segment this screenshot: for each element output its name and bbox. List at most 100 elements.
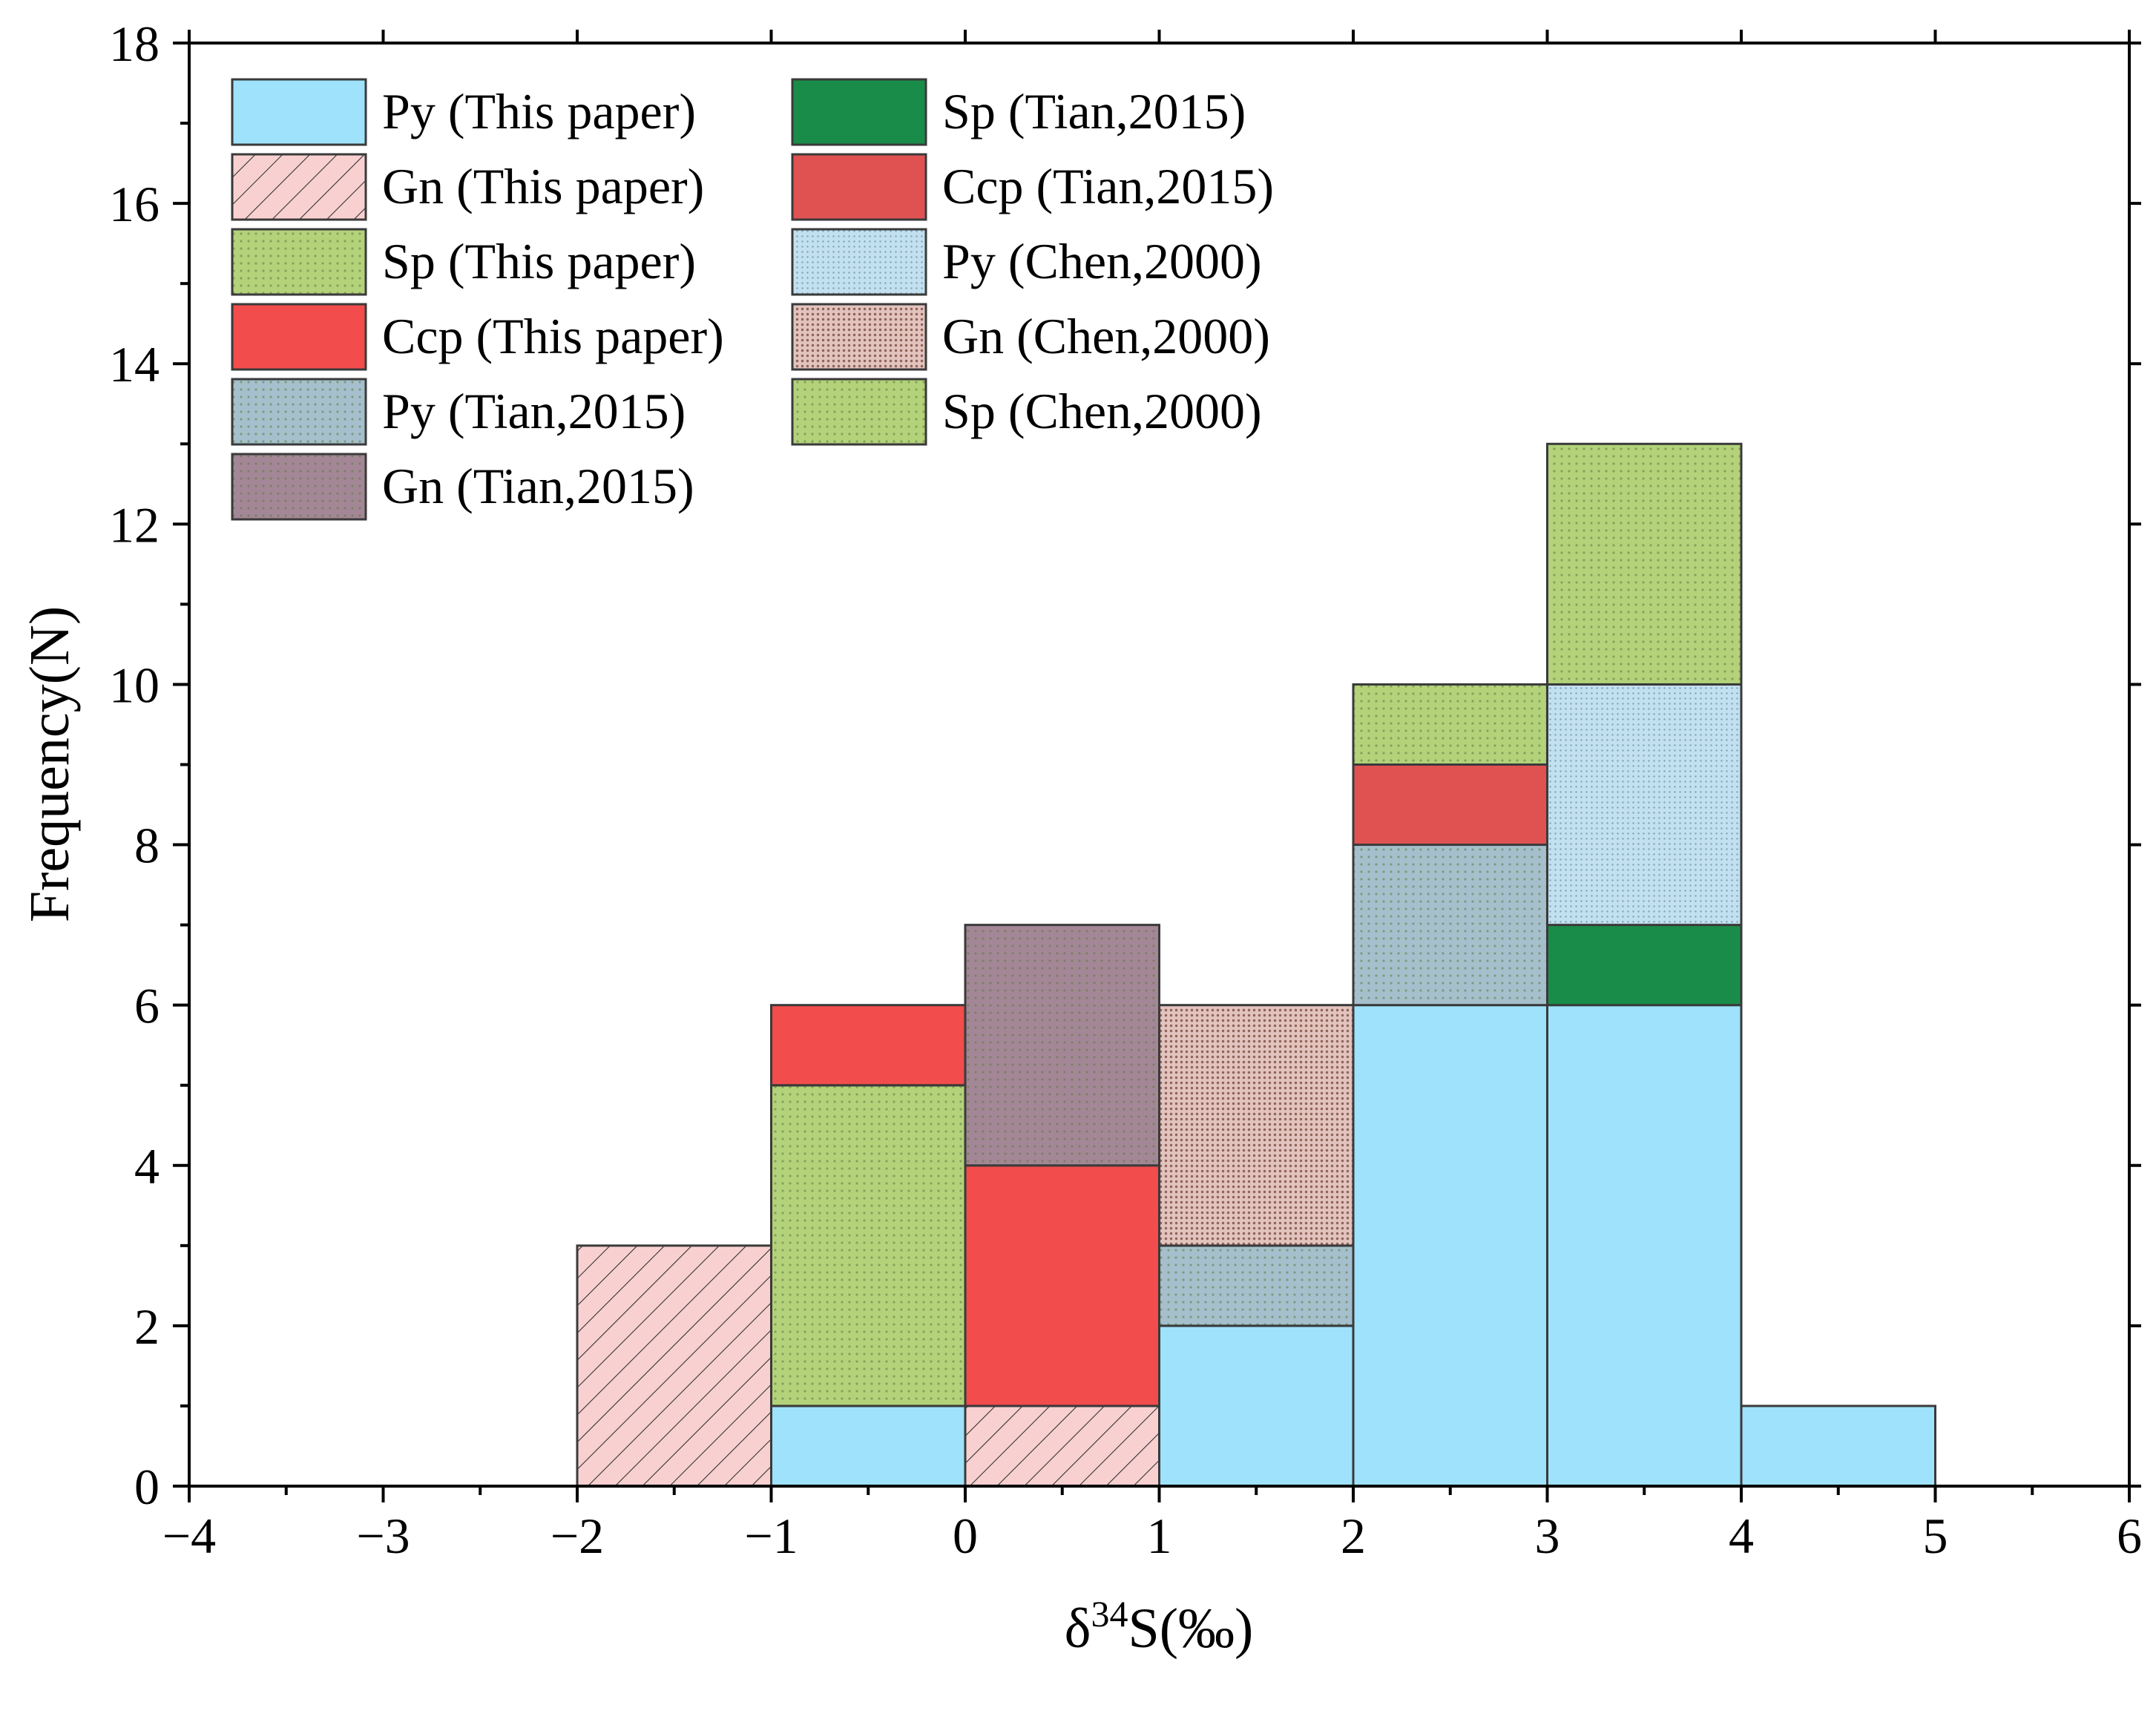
bar-py-tian-2015-bin-3-pattern [1159, 1245, 1353, 1326]
y-tick-label: 8 [134, 818, 160, 874]
legend-swatch-gn-chen-2000-pattern [792, 304, 926, 369]
bar-ccp-this-paper-bin-1 [770, 1004, 967, 1087]
legend-swatch-py-tian-2015-outline [231, 378, 367, 446]
legend-swatch-gn-tian-2015 [231, 453, 367, 521]
bar-ccp-tian-2015-bin-4 [1352, 763, 1548, 847]
legend-swatch-ccp-tian-2015-outline [791, 153, 927, 221]
bars-layer [576, 442, 1936, 1488]
x-tick-label: −4 [162, 1508, 216, 1564]
legend-swatch-py-chen-2000 [791, 228, 927, 296]
bar-gn-this-paper-bin-0 [576, 1244, 772, 1488]
bar-py-this-paper-bin-1 [770, 1405, 967, 1488]
y-tick-label: 6 [134, 978, 160, 1034]
legend-swatch-gn-this-paper [231, 153, 367, 221]
legend-label: Gn (Chen,2000) [942, 308, 1270, 364]
legend-label: Py (Chen,2000) [942, 233, 1262, 289]
bar-ccp-this-paper-bin-2-fill [965, 1165, 1160, 1406]
bar-gn-chen-2000-bin-3-pattern [1159, 1005, 1353, 1246]
y-tick-label: 16 [109, 176, 160, 232]
x-axis-title-superscript: 34 [1091, 1593, 1128, 1635]
legend-swatch-py-tian-2015-pattern [232, 379, 366, 444]
bar-py-this-paper-bin-3 [1158, 1324, 1355, 1488]
legend-swatch-py-chen-2000-outline [791, 228, 927, 296]
x-tick-label: 4 [1729, 1508, 1754, 1564]
x-axis-title: δ34S(‰) [1065, 1593, 1254, 1660]
legend-swatch-gn-tian-2015-outline [231, 453, 367, 521]
bar-gn-chen-2000-bin-3 [1158, 1004, 1355, 1247]
legend-swatch-sp-tian-2015 [791, 78, 927, 146]
legend-swatch-gn-this-paper-outline [231, 153, 367, 221]
bar-sp-tian-2015-bin-5 [1546, 924, 1743, 1007]
bar-gn-tian-2015-bin-2-pattern [965, 924, 1160, 1166]
bar-sp-chen-2000-bin-5 [1546, 442, 1743, 686]
legend-label: Py (Tian,2015) [382, 383, 686, 439]
bar-py-tian-2015-bin-4-pattern [1353, 844, 1548, 1005]
bar-py-this-paper-bin-4 [1352, 1004, 1548, 1488]
y-tick-label: 14 [109, 336, 160, 392]
bar-sp-chen-2000-bin-4-pattern [1353, 684, 1548, 765]
legend-swatch-gn-this-paper-pattern [232, 154, 366, 220]
legend-swatch-sp-chen-2000 [791, 378, 927, 446]
bar-ccp-this-paper-bin-1-fill [771, 1005, 965, 1085]
legend-swatch-gn-chen-2000 [791, 303, 927, 371]
legend-swatch-py-this-paper-fill [232, 79, 366, 145]
y-tick-label: 12 [109, 496, 160, 553]
y-tick-label: 18 [109, 16, 160, 72]
bar-py-chen-2000-bin-5-pattern [1547, 684, 1741, 925]
bar-py-tian-2015-bin-3 [1158, 1244, 1355, 1327]
x-tick-label: 5 [1923, 1508, 1948, 1564]
legend-swatch-py-tian-2015 [231, 378, 367, 446]
legend-swatch-gn-chen-2000-outline [791, 303, 927, 371]
legend-swatch-ccp-tian-2015-fill [792, 154, 926, 220]
bar-py-this-paper-bin-6-fill [1741, 1405, 1936, 1486]
legend-swatch-ccp-this-paper-fill [232, 304, 366, 369]
bar-py-this-paper-bin-6 [1740, 1405, 1936, 1488]
y-tick-label: 4 [134, 1138, 160, 1195]
legend-swatch-sp-this-paper-outline [231, 228, 367, 296]
legend-label: Sp (Chen,2000) [942, 383, 1262, 439]
legend-label: Sp (This paper) [382, 233, 696, 289]
bar-py-this-paper-bin-3-fill [1159, 1325, 1353, 1486]
x-axis-title-rest: S(‰) [1128, 1597, 1253, 1660]
legend-swatch-sp-tian-2015-fill [792, 79, 926, 145]
y-tick-label: 2 [134, 1298, 160, 1355]
legend-swatch-sp-chen-2000-outline [791, 378, 927, 446]
bar-py-chen-2000-bin-5 [1546, 683, 1743, 927]
legend-swatch-ccp-this-paper [231, 303, 367, 371]
x-tick-label: 0 [953, 1508, 978, 1564]
bar-ccp-tian-2015-bin-4-fill [1353, 764, 1548, 845]
x-tick-label: 6 [2117, 1508, 2142, 1564]
bar-sp-this-paper-bin-1-pattern [771, 1085, 965, 1406]
bar-sp-chen-2000-bin-5-outline [1546, 442, 1743, 686]
bar-sp-chen-2000-bin-5-pattern [1547, 444, 1741, 685]
bar-ccp-this-paper-bin-2 [964, 1164, 1160, 1407]
legend-swatch-py-chen-2000-pattern [792, 229, 926, 295]
x-tick-label: 3 [1535, 1508, 1560, 1564]
legend-label: Ccp (Tian,2015) [942, 158, 1274, 214]
bar-py-this-paper-bin-4-fill [1353, 1005, 1548, 1486]
legend-swatch-sp-chen-2000-pattern [792, 379, 926, 444]
y-tick-label: 10 [109, 657, 160, 713]
x-tick-label: 1 [1147, 1508, 1172, 1564]
legend-label: Ccp (This paper) [382, 308, 724, 364]
bar-gn-tian-2015-bin-2 [964, 924, 1160, 1167]
y-axis-title: Frequency(N) [19, 606, 81, 922]
legend-label: Gn (Tian,2015) [382, 458, 694, 514]
legend-label: Sp (Tian,2015) [942, 83, 1246, 139]
x-tick-label: −2 [550, 1508, 604, 1564]
legend-swatch-ccp-tian-2015 [791, 153, 927, 221]
legend-label: Py (This paper) [382, 83, 696, 139]
bar-py-this-paper-bin-1-fill [771, 1405, 965, 1486]
bar-sp-chen-2000-bin-4 [1352, 683, 1548, 766]
bar-sp-this-paper-bin-1 [770, 1084, 967, 1407]
legend: Py (This paper) Gn (This paper) Sp (This p… [231, 78, 1274, 521]
legend-swatch-sp-this-paper-pattern [232, 229, 366, 295]
x-axis-title-base: δ [1065, 1597, 1091, 1660]
legend-swatch-py-this-paper [231, 78, 367, 146]
legend-label: Gn (This paper) [382, 158, 704, 214]
legend-swatch-py-this-paper-outline [231, 78, 367, 146]
bar-py-this-paper-bin-5 [1546, 1004, 1743, 1488]
bar-gn-this-paper-bin-0-pattern [577, 1245, 772, 1486]
